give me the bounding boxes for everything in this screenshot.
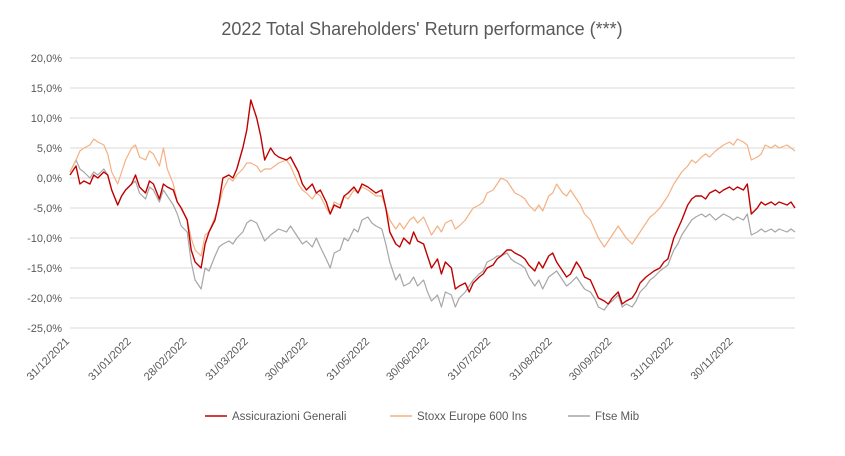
y-axis: 20,0% 15,0% 10,0% 5,0% 0,0% -5,0% -10,0% -15,0%… xyxy=(27,53,62,335)
x-tick-label: 31/12/2021 xyxy=(25,336,72,383)
y-tick-label: -20,0% xyxy=(27,293,62,305)
series-line-stoxx-europe-600-ins xyxy=(69,138,796,257)
gridlines xyxy=(70,57,795,329)
x-tick-label: 30/11/2022 xyxy=(689,336,736,383)
legend-label: Stoxx Europe 600 Ins xyxy=(417,411,527,423)
x-tick-label: 31/07/2022 xyxy=(446,336,493,383)
y-tick-label: -15,0% xyxy=(27,263,62,275)
x-tick-label: 31/01/2022 xyxy=(86,336,133,383)
legend-label: Ftse Mib xyxy=(595,411,639,423)
y-tick-label: -25,0% xyxy=(27,323,62,335)
x-tick-label: 30/09/2022 xyxy=(567,336,614,383)
chart-title: 2022 Total Shareholders' Return performa… xyxy=(221,19,622,39)
x-tick-label: 30/04/2022 xyxy=(263,336,310,383)
series-layer xyxy=(69,99,796,311)
x-tick-label: 31/05/2022 xyxy=(325,336,372,383)
y-tick-label: 20,0% xyxy=(31,53,62,65)
series-line-assicurazioni-generali xyxy=(69,99,796,305)
x-tick-label: 31/03/2022 xyxy=(203,336,250,383)
x-tick-label: 31/10/2022 xyxy=(629,336,676,383)
y-tick-label: -5,0% xyxy=(33,203,62,215)
x-tick-label: 28/02/2022 xyxy=(142,336,189,383)
y-tick-label: 15,0% xyxy=(31,83,62,95)
y-tick-label: 10,0% xyxy=(31,113,62,125)
x-axis: 31/12/2021 31/01/2022 28/02/2022 31/03/2022… xyxy=(25,336,736,383)
series-line-ftse-mib xyxy=(69,159,796,311)
x-tick-label: 31/08/2022 xyxy=(507,336,554,383)
y-tick-label: -10,0% xyxy=(27,233,62,245)
legend-label: Assicurazioni Generali xyxy=(232,411,346,423)
y-tick-label: 5,0% xyxy=(37,143,62,155)
x-tick-label: 30/06/2022 xyxy=(384,336,431,383)
y-tick-label: 0,0% xyxy=(37,173,62,185)
legend: Assicurazioni Generali Stoxx Europe 600 I… xyxy=(205,411,639,423)
